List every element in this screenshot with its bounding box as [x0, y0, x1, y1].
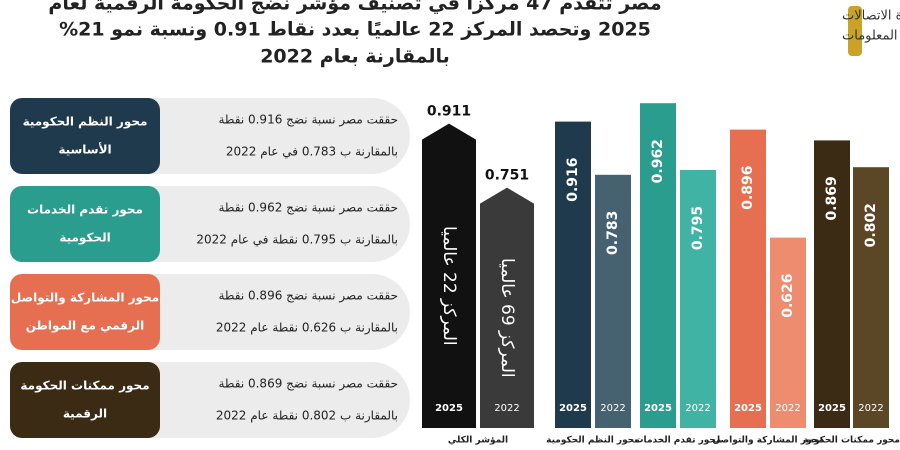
value-label: 0.911: [427, 104, 471, 120]
category-label: محور ممكنات الحكومة: [803, 436, 900, 446]
bar: [640, 103, 676, 428]
panel-text: بالمقارنة ب 0.626 نقطة عام 2022: [216, 321, 398, 336]
panel-label: محور المشاركة والتواصل: [11, 291, 159, 306]
value-label: 0.626: [780, 273, 796, 317]
series-label: 2025: [644, 403, 672, 414]
bar: [422, 123, 476, 428]
panel-text: بالمقارنة ب 0.783 في عام 2022: [226, 145, 398, 160]
value-label: 0.795: [690, 206, 706, 250]
subtitle: بالمقارنة بعام 2022: [260, 46, 450, 68]
panel-label-box: [10, 186, 160, 262]
rank-label: المركز 69 عالميا: [497, 258, 517, 378]
bar: [814, 140, 850, 428]
subtitle: 2025 وتحصد المركز 22 عالميًا بعدد نقاط 0…: [59, 19, 651, 41]
panel-label: الرقمية: [63, 407, 107, 421]
bar: [680, 170, 716, 428]
logo-text: وزارة الاتصالات: [842, 9, 900, 24]
panel-label: الرقمي مع المواطن: [26, 319, 145, 334]
value-label: 0.783: [605, 211, 621, 255]
value-label: 0.962: [650, 139, 666, 183]
panel-label: محور تقدم الخدمات: [27, 203, 143, 218]
series-label: 2022: [685, 403, 710, 414]
series-label: 2022: [600, 403, 625, 414]
value-label: 0.751: [485, 168, 529, 184]
panel-label: الحكومية: [59, 231, 110, 246]
category-label: محور تقدم الخدمات: [635, 436, 722, 446]
value-label: 0.916: [565, 157, 581, 201]
category-label: محور المشاركة والتواصل: [712, 436, 823, 446]
series-label: 2025: [818, 403, 846, 414]
panel-label: الأساسية: [58, 142, 111, 157]
series-label: 2022: [494, 403, 519, 414]
rank-label: المركز 22 عالميا: [439, 226, 459, 346]
logo-icon: [848, 6, 862, 56]
logo-text: وتكنولوجيا المعلومات: [842, 29, 900, 44]
title: مصر تتقدم 47 مركزا في تصنيف مؤشر نضج الح…: [48, 0, 661, 15]
bar: [853, 167, 889, 428]
bar: [730, 129, 766, 428]
series-label: 2022: [775, 403, 800, 414]
panel-text: بالمقارنة ب 0.802 نقطة عام 2022: [216, 409, 398, 424]
panel-text: حققت مصر نسبة نضج 0.896 نقطة: [218, 289, 398, 304]
panel-text: حققت مصر نسبة نضج 0.962 نقطة: [218, 201, 398, 216]
value-label: 0.869: [824, 176, 840, 220]
panel-label-box: [10, 274, 160, 350]
value-label: 0.802: [863, 203, 879, 247]
bar: [555, 121, 591, 428]
value-label: 0.896: [740, 165, 756, 209]
series-label: 2025: [734, 403, 762, 414]
panel-label-box: [10, 362, 160, 438]
panel-text: حققت مصر نسبة نضج 0.869 نقطة: [218, 377, 398, 392]
series-label: 2025: [435, 403, 463, 414]
bar: [770, 237, 806, 428]
category-label: محور النظم الحكومية: [546, 436, 640, 446]
series-label: 2025: [559, 403, 587, 414]
logo: وزارة الاتصالات وتكنولوجيا المعلومات: [842, 6, 900, 56]
panel-label: محور ممكنات الحكومة: [20, 379, 149, 394]
series-label: 2022: [858, 403, 883, 414]
panel-text: بالمقارنة ب 0.795 نقطة في عام 2022: [196, 233, 398, 248]
bar: [595, 174, 631, 428]
bar: [480, 187, 534, 428]
category-label: المؤشر الكلي: [448, 436, 508, 446]
panel-label: محور النظم الحكومية: [23, 115, 148, 130]
panel-text: حققت مصر نسبة نضج 0.916 نقطة: [218, 113, 398, 128]
panel-label-box: [10, 98, 160, 174]
